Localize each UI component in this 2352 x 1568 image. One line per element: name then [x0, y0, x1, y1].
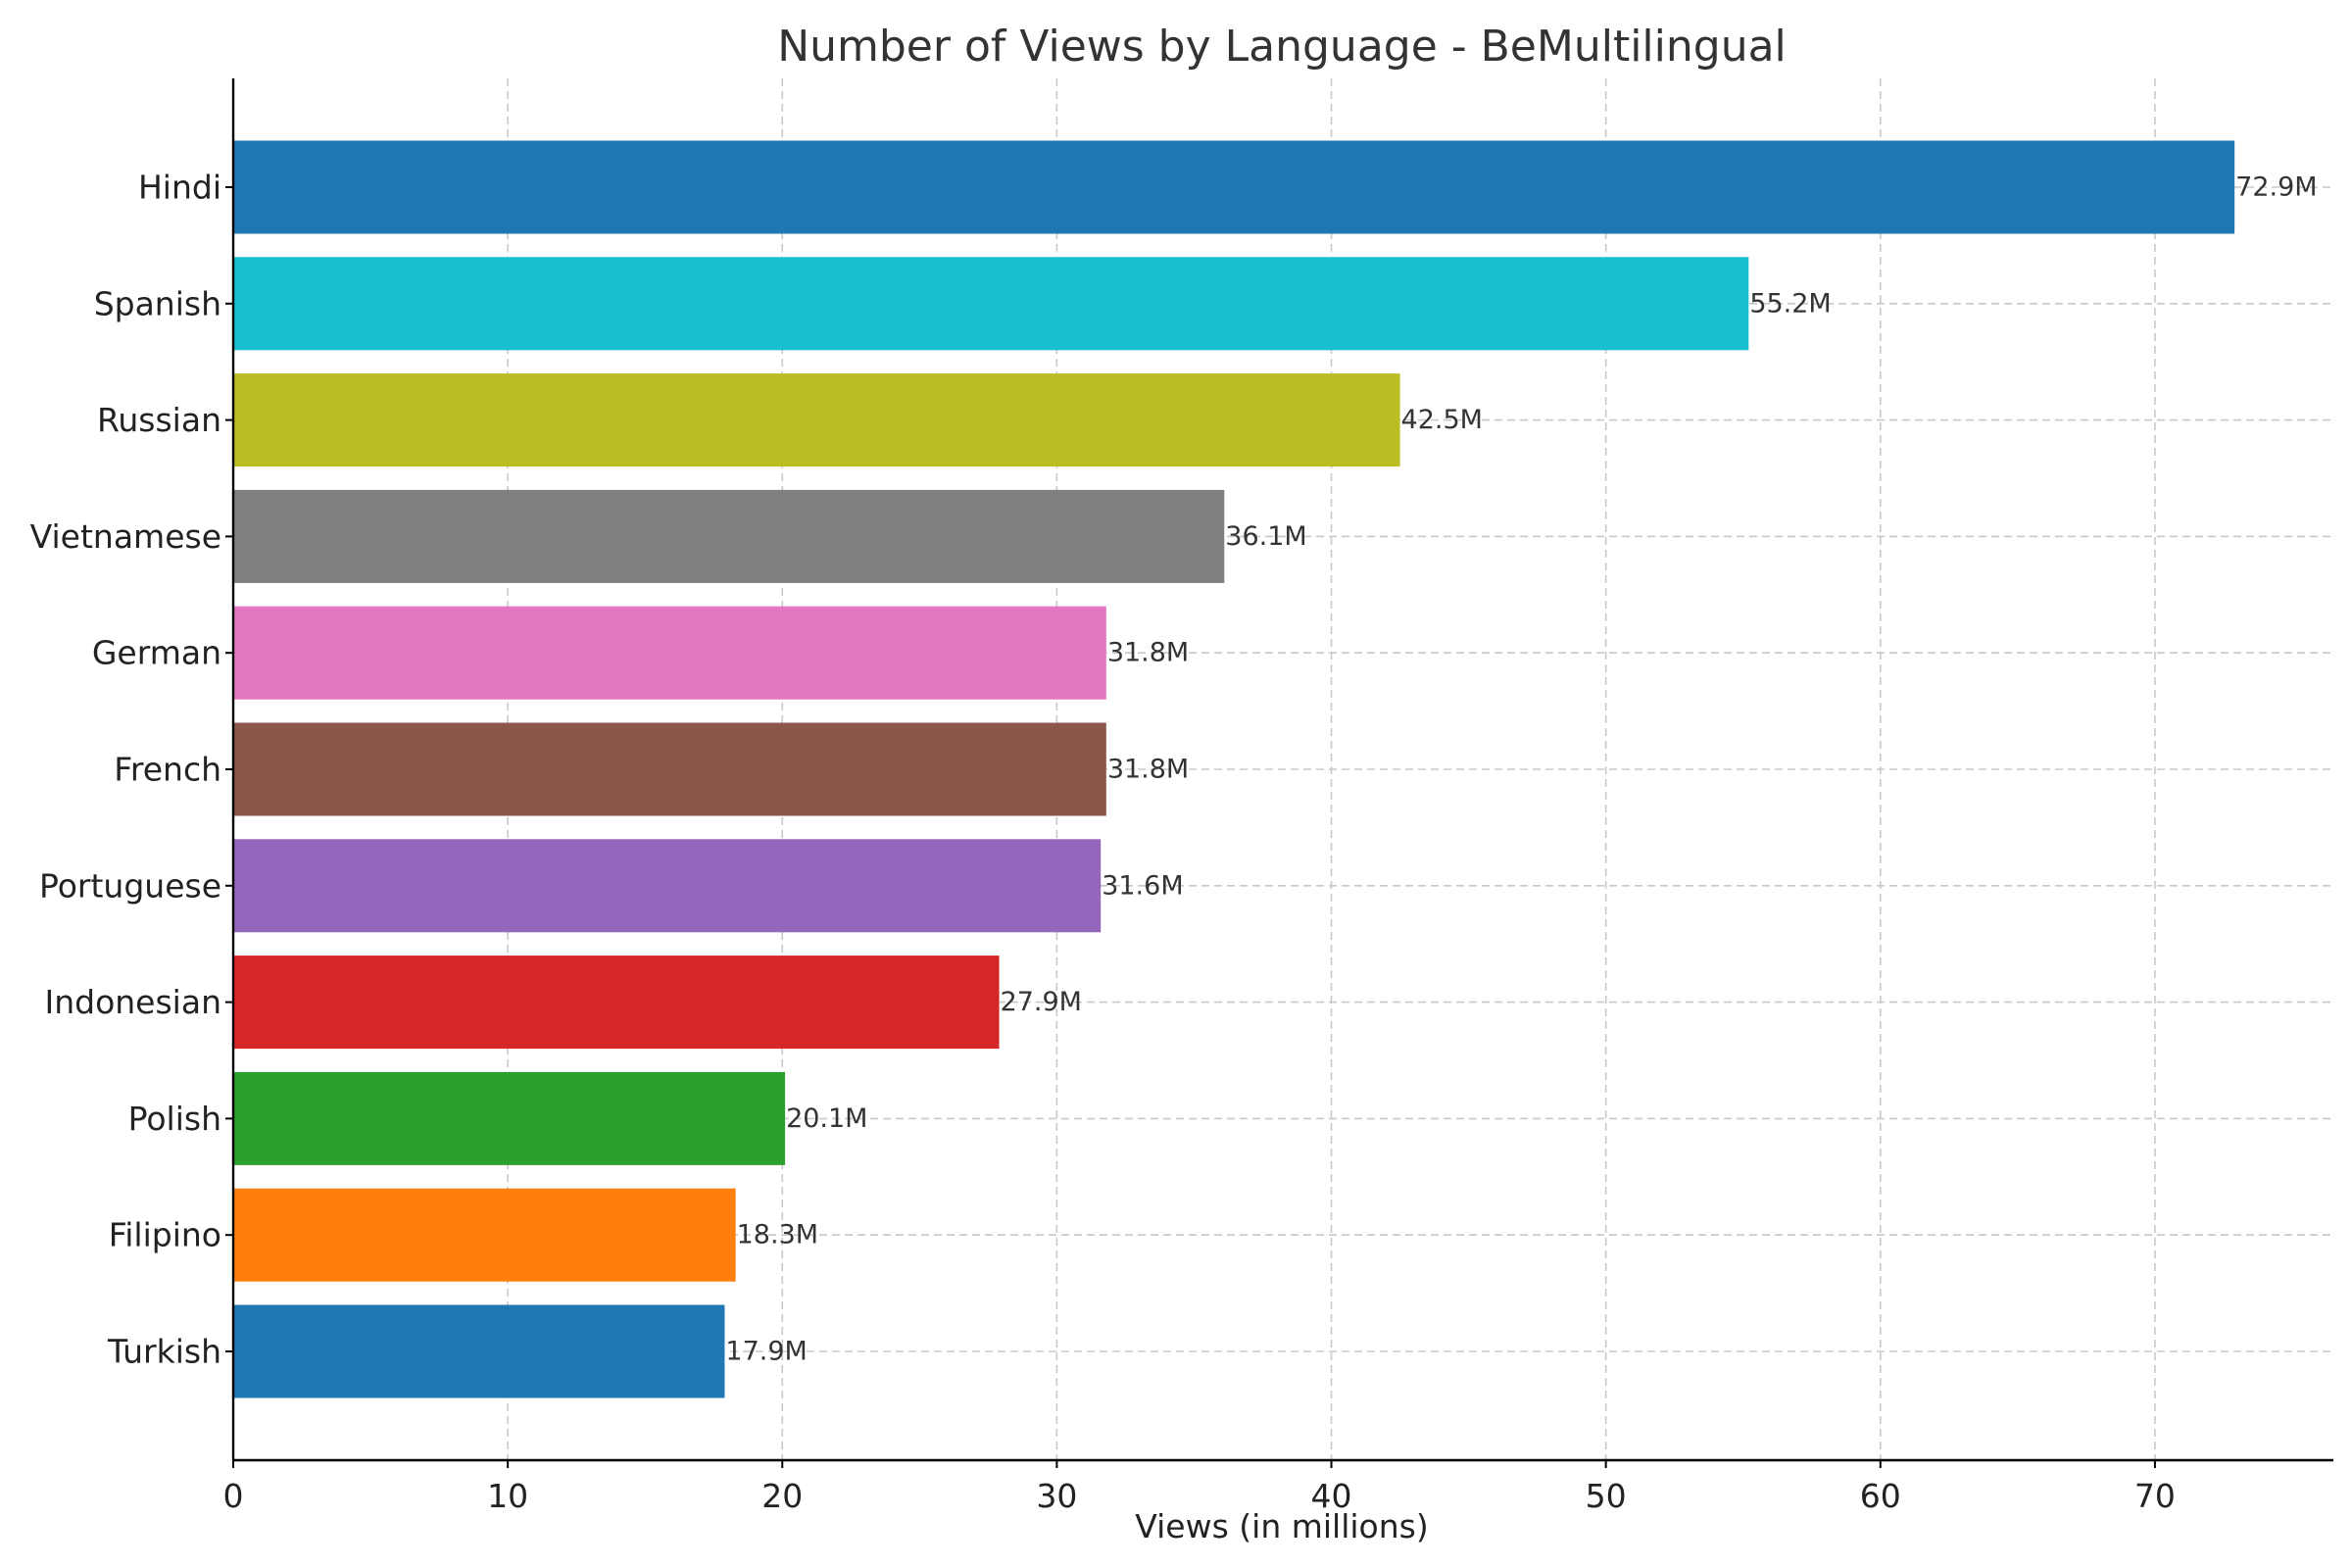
- x-tick-label: 60: [1860, 1477, 1901, 1515]
- category-label-turkish: Turkish: [107, 1333, 221, 1371]
- category-label-indonesian: Indonesian: [44, 983, 221, 1021]
- value-label-vietnamese: 36.1M: [1225, 521, 1306, 552]
- category-label-german: German: [92, 634, 221, 672]
- category-label-russian: Russian: [97, 401, 221, 439]
- value-label-spanish: 55.2M: [1749, 288, 1831, 318]
- category-label-polish: Polish: [128, 1100, 221, 1138]
- x-tick-label: 20: [761, 1477, 803, 1515]
- bar-french: [233, 722, 1106, 816]
- value-labels: 72.9M 55.2M 42.5M 36.1M 31.8M 31.8M 31.6M 27.9M…: [725, 172, 2317, 1367]
- bar-german: [233, 606, 1106, 700]
- bar-vietnamese: [233, 489, 1225, 583]
- bar-polish: [233, 1071, 786, 1165]
- category-label-vietnamese: Vietnamese: [30, 517, 221, 556]
- chart-title: Number of Views by Language - BeMultilin…: [777, 22, 1787, 72]
- category-label-spanish: Spanish: [94, 284, 221, 322]
- value-label-russian: 42.5M: [1401, 405, 1483, 435]
- value-label-turkish: 17.9M: [725, 1337, 807, 1367]
- x-tick-label: 10: [487, 1477, 528, 1515]
- x-tick-label: 40: [1311, 1477, 1352, 1515]
- bars: [233, 140, 2235, 1398]
- bar-filipino: [233, 1188, 736, 1282]
- category-label-portuguese: Portuguese: [39, 866, 221, 905]
- value-label-hindi: 72.9M: [2235, 172, 2317, 203]
- x-tick-label: 30: [1036, 1477, 1077, 1515]
- category-label-french: French: [114, 751, 221, 789]
- category-labels: Hindi Spanish Russian Vietnamese German Frenc…: [30, 169, 233, 1371]
- x-tick-label: 0: [223, 1477, 244, 1515]
- bar-hindi: [233, 140, 2235, 234]
- x-tick-label: 50: [1586, 1477, 1627, 1515]
- bar-spanish: [233, 257, 1749, 351]
- x-axis-label: Views (in millions): [1135, 1507, 1428, 1545]
- value-label-french: 31.8M: [1107, 755, 1189, 785]
- bar-russian: [233, 373, 1400, 467]
- value-label-filipino: 18.3M: [737, 1220, 818, 1250]
- category-label-filipino: Filipino: [109, 1216, 221, 1254]
- bar-turkish: [233, 1304, 725, 1398]
- value-label-portuguese: 31.6M: [1102, 870, 1183, 901]
- x-tick-label: 70: [2134, 1477, 2176, 1515]
- bar-portuguese: [233, 839, 1102, 933]
- axes: [231, 78, 2333, 1462]
- value-label-polish: 20.1M: [786, 1103, 867, 1134]
- x-tick-labels: 0 10 20 30 40 50 60 70: [223, 1460, 2176, 1515]
- value-label-indonesian: 27.9M: [1001, 987, 1082, 1017]
- category-label-hindi: Hindi: [138, 169, 221, 207]
- value-label-german: 31.8M: [1107, 638, 1189, 668]
- bar-indonesian: [233, 956, 1000, 1050]
